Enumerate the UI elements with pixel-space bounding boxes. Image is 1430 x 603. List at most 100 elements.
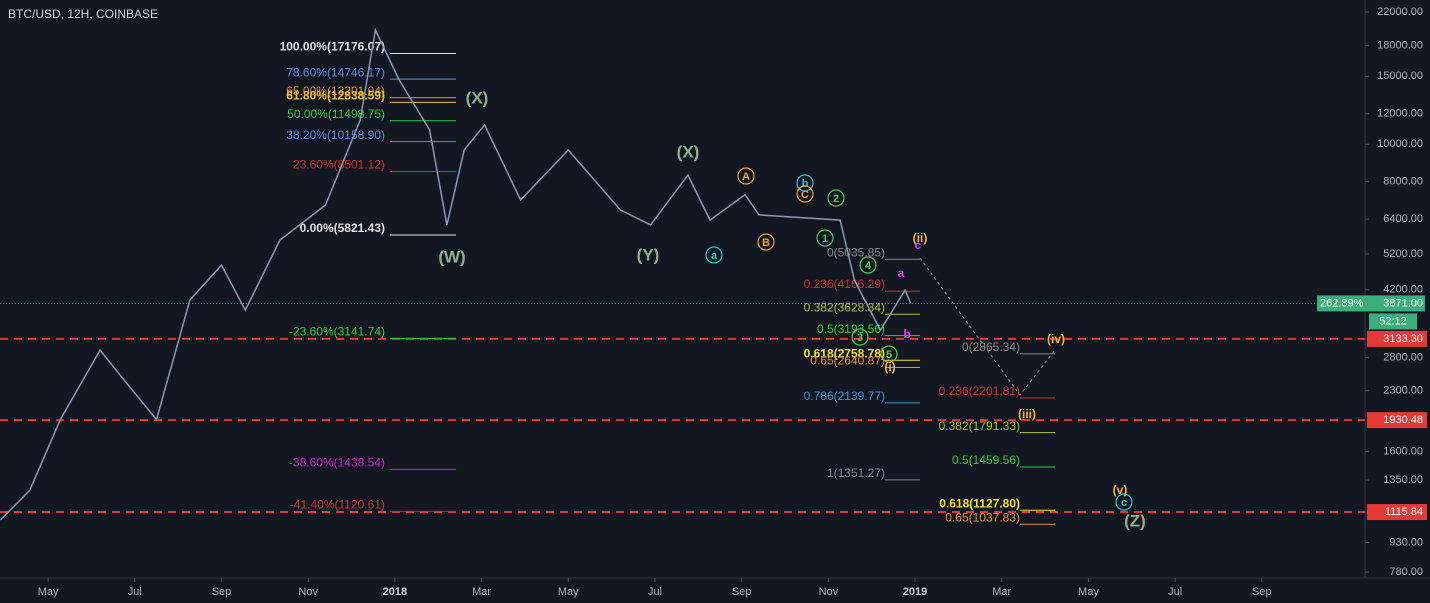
wave-circle — [1115, 493, 1133, 511]
fib-label: -41.40%(1120.61) — [290, 497, 385, 511]
wave-label: B — [762, 237, 770, 249]
y-tick-label: 22000.00 — [1377, 6, 1423, 18]
x-tick-label: Mar — [992, 586, 1011, 598]
wave-label: 2 — [833, 193, 839, 205]
wave-label: (Y) — [637, 245, 660, 264]
y-tick-label: 18000.00 — [1377, 40, 1423, 52]
wave-label: (X) — [466, 88, 489, 107]
wave-label: (i) — [884, 360, 895, 374]
y-tick-label: 780.00 — [1389, 566, 1423, 578]
x-tick-label: Jul — [648, 586, 662, 598]
x-tick-label: May — [38, 586, 59, 598]
x-tick-label: Sep — [732, 586, 752, 598]
fib-label: 0.65(2640.87) — [810, 354, 885, 368]
y-tick-label: 15000.00 — [1377, 70, 1423, 82]
wave-label: 5 — [886, 349, 892, 361]
fib-label: 38.20%(10158.90) — [286, 128, 385, 142]
price-tag — [1367, 412, 1427, 429]
change-label: 262.89% — [1320, 297, 1364, 309]
wave-label: (v) — [1113, 483, 1128, 497]
wave-label: (iii) — [1018, 407, 1036, 421]
fib-label: 0.786(2139.77) — [804, 389, 885, 403]
fib-label: 0.65(1037.83) — [945, 510, 1020, 524]
price-tag-label: 1115.84 — [1385, 506, 1423, 518]
wave-label: C — [801, 189, 809, 201]
fib-label: 0.5(3193.56) — [817, 322, 885, 336]
x-tick-label: Jul — [128, 586, 142, 598]
x-tick-label: Sep — [212, 586, 232, 598]
wave-label: a — [898, 266, 905, 280]
x-tick-label: 2019 — [903, 586, 927, 598]
wave-label: 1 — [822, 233, 828, 245]
fib-label: 0.00%(5821.43) — [300, 221, 385, 235]
last-price-tag — [1317, 295, 1425, 312]
wave-circle — [757, 233, 775, 251]
x-tick-label: Nov — [819, 586, 839, 598]
fib-label: 0.618(1127.80) — [939, 496, 1020, 510]
wave-circle — [827, 189, 845, 207]
fib-label: 1(1351.27) — [827, 466, 885, 480]
price-tag-label: 1930.48 — [1383, 414, 1423, 426]
wave-circle — [737, 167, 755, 185]
x-tick-label: Nov — [298, 586, 318, 598]
x-tick-label: Jul — [1168, 586, 1182, 598]
wave-circle — [851, 328, 869, 346]
x-tick-label: May — [558, 586, 579, 598]
last-price-label: 3871.00 — [1383, 297, 1423, 309]
price-tag — [1367, 504, 1427, 521]
fib-label: 0.382(1791.33) — [939, 419, 1020, 433]
wave-circle — [705, 246, 723, 264]
wave-label: c — [915, 238, 922, 252]
fib-label: 0(2865.34) — [962, 340, 1020, 354]
fib-label: 0.618(2758.78) — [804, 346, 885, 360]
countdown-tag — [1369, 313, 1417, 330]
wave-label: a — [711, 250, 718, 262]
price-line — [0, 27, 912, 521]
y-tick-label: 12000.00 — [1377, 108, 1423, 120]
wave-circle — [796, 174, 814, 192]
y-tick-label: 2800.00 — [1383, 352, 1423, 364]
fib-label: 0.382(3628.34) — [804, 300, 885, 314]
wave-label: b — [802, 178, 809, 190]
fib-label: 0(5035.85) — [827, 245, 885, 259]
x-tick-label: 2018 — [383, 586, 407, 598]
fib-label: 78.60%(14746.17) — [286, 65, 385, 79]
wave-label: c — [1121, 497, 1127, 509]
wave-label: (W) — [438, 247, 465, 266]
wave-label: (ii) — [913, 231, 928, 245]
price-tag-label: 3133.30 — [1383, 333, 1423, 345]
fib-label: 100.00%(17176.07) — [280, 40, 385, 54]
wave-circle — [816, 229, 834, 247]
wave-label: (X) — [677, 142, 700, 161]
y-tick-label: 6400.00 — [1383, 213, 1423, 225]
wave-circle — [880, 345, 898, 363]
y-tick-label: 8000.00 — [1383, 176, 1423, 188]
fib-label: 0.236(4166.29) — [804, 277, 885, 291]
wave-label: (Z) — [1124, 511, 1146, 530]
y-tick-label: 2300.00 — [1383, 385, 1423, 397]
y-tick-label: 4200.00 — [1383, 284, 1423, 296]
fib-label: 61.80%(12838.59) — [286, 88, 385, 102]
chart-title: BTC/USD, 12H, COINBASE — [8, 7, 158, 21]
y-tick-label: 1600.00 — [1383, 445, 1423, 457]
wave-label: A — [742, 171, 750, 183]
wave-circle — [796, 185, 814, 203]
fib-label: 50.00%(11498.75) — [287, 107, 385, 121]
fib-label: -23.60%(3141.74) — [289, 325, 385, 339]
projection — [919, 257, 1056, 396]
y-tick-label: 1350.00 — [1383, 474, 1423, 486]
fib-label: -38.60%(1438.54) — [289, 456, 385, 470]
y-tick-label: 930.00 — [1389, 536, 1423, 548]
y-tick-label: 5200.00 — [1383, 248, 1423, 260]
fib-label: 23.60%(8501.12) — [293, 158, 385, 172]
countdown-label: 52:12 — [1379, 315, 1407, 327]
price-tag — [1367, 330, 1427, 347]
wave-label: (iv) — [1047, 332, 1065, 346]
x-tick-label: Mar — [472, 586, 491, 598]
wave-circle — [859, 256, 877, 274]
x-tick-label: Sep — [1252, 586, 1272, 598]
wave-label: b — [903, 327, 910, 341]
fib-label: 0.5(1459.56) — [952, 453, 1020, 467]
